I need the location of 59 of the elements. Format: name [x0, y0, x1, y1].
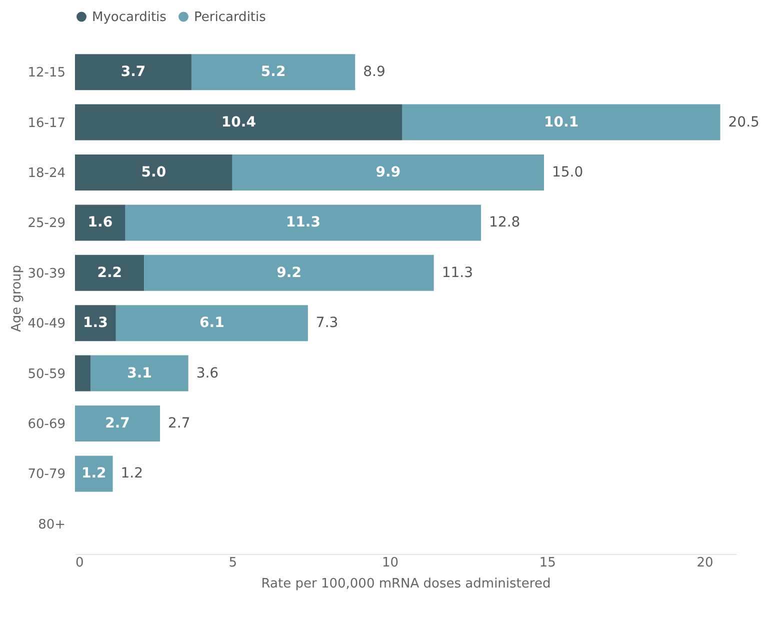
data-label: 1.6 [88, 214, 113, 231]
total-label: 8.9 [363, 64, 386, 80]
bar [75, 54, 192, 90]
bar [75, 456, 113, 492]
total-label: 20.5 [728, 114, 760, 130]
bar [402, 104, 720, 140]
bar [90, 355, 188, 392]
y-axis-title: Age group [10, 264, 25, 332]
x-tick-label: 5 [228, 556, 238, 570]
bar [75, 355, 91, 392]
y-tick-label: 40-49 [28, 316, 66, 332]
legend-label: Pericarditis [194, 10, 266, 25]
bar [125, 204, 482, 241]
data-label: 9.9 [376, 164, 401, 180]
y-tick-label: 80+ [38, 517, 66, 532]
bar [75, 204, 126, 241]
total-label: 3.6 [196, 365, 219, 382]
total-label: 7.3 [316, 315, 338, 332]
y-tick-label: 12-15 [28, 66, 66, 81]
bar [75, 154, 232, 190]
data-label: 9.2 [276, 264, 302, 281]
data-label: 2.2 [97, 264, 122, 281]
y-tick-label: 18-24 [28, 166, 66, 181]
y-tick-label: 50-59 [28, 366, 66, 382]
data-label: 1.2 [81, 466, 106, 482]
bar [75, 305, 116, 342]
data-label: 3.1 [127, 365, 152, 382]
x-tick-label: 20 [696, 556, 714, 570]
bar [144, 254, 434, 291]
x-tick-label: 15 [539, 556, 556, 570]
bar [75, 406, 160, 442]
data-label: 3.7 [120, 64, 146, 80]
y-tick-label: 16-17 [28, 116, 66, 131]
data-label: 5.0 [141, 164, 166, 180]
x-tick-label: 10 [382, 556, 399, 570]
y-tick-label: 60-69 [28, 417, 66, 432]
total-label: 11.3 [442, 264, 473, 281]
bar [232, 154, 544, 190]
legend-label: Myocarditis [92, 10, 167, 25]
bar [116, 305, 308, 342]
y-tick-label: 30-39 [28, 266, 66, 282]
x-axis-title: Rate per 100,000 mRNA doses administered [261, 576, 551, 592]
data-label: 10.1 [544, 114, 579, 130]
y-tick-label: 70-79 [28, 467, 66, 482]
total-label: 1.2 [120, 466, 144, 482]
total-label: 2.7 [168, 416, 190, 432]
total-label: 12.8 [489, 214, 520, 231]
data-label: 5.2 [260, 64, 286, 80]
data-label: 11.3 [286, 214, 320, 231]
y-tick-label: 25-29 [28, 216, 66, 232]
data-label: 1.3 [83, 315, 108, 332]
data-label: 6.1 [200, 315, 224, 332]
data-label: 10.4 [221, 114, 256, 130]
total-label: 15.0 [552, 164, 584, 180]
bar [75, 254, 144, 291]
x-tick-label: 0 [76, 556, 84, 570]
bar [191, 54, 356, 90]
data-label: 2.7 [105, 416, 130, 432]
bar [75, 104, 402, 140]
